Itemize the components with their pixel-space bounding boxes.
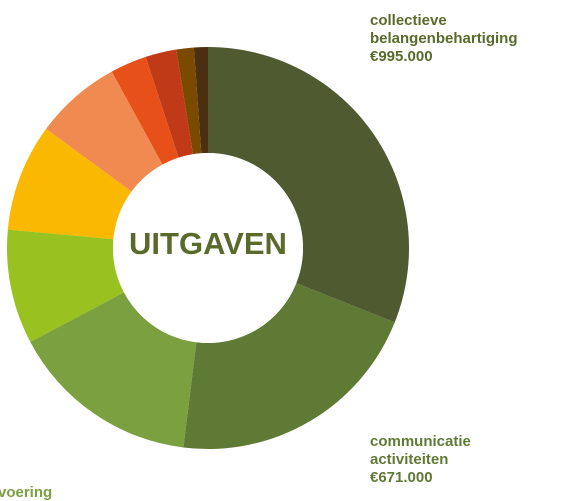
donut-segment [176, 47, 202, 155]
value-label: €995.000 [370, 48, 433, 65]
donut-segment [145, 49, 193, 158]
category-name: voering [0, 484, 52, 501]
category-name: collectieve belangenbehartiging [370, 12, 518, 47]
chart-title: UITGAVEN [129, 226, 287, 261]
donut-segment [6, 229, 125, 342]
donut-segment [183, 283, 395, 449]
value-label: €671.000 [370, 469, 433, 486]
donut-segment [30, 292, 197, 448]
donut-hole [113, 153, 303, 343]
donut-segment [193, 47, 208, 154]
donut-segment [46, 71, 163, 192]
segment-label: communicatie activiteiten €671.000 [370, 433, 471, 486]
segment-label: voering [0, 484, 52, 501]
donut-segment [7, 128, 132, 240]
segment-label: collectieve belangenbehartiging €995.000 [370, 12, 518, 65]
category-name: communicatie activiteiten [370, 433, 471, 468]
donut-segment [208, 47, 409, 323]
donut-segment [111, 56, 179, 165]
